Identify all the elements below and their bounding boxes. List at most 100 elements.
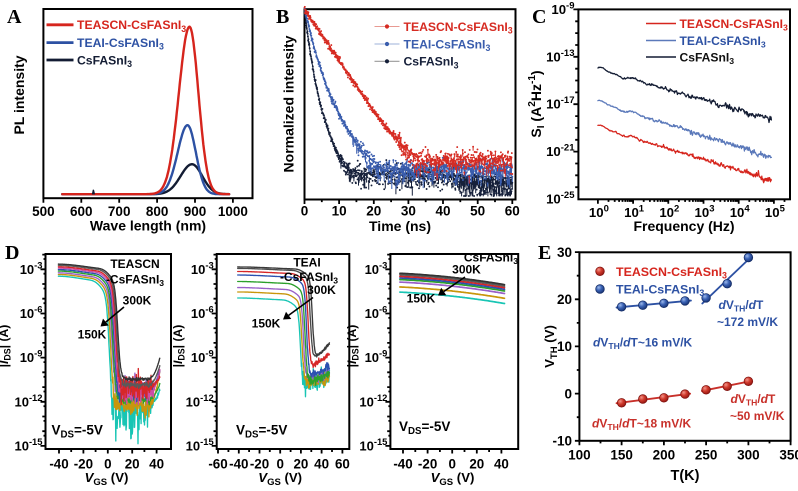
svg-text:CsFASnI3: CsFASnI3 — [77, 53, 132, 69]
svg-text:300K: 300K — [307, 283, 336, 297]
svg-text:800: 800 — [146, 204, 169, 219]
svg-text:300K: 300K — [452, 263, 481, 277]
svg-text:0: 0 — [104, 457, 111, 472]
svg-text:TEASCN-CsFASnI3: TEASCN-CsFASnI3 — [404, 20, 513, 36]
svg-text:0: 0 — [564, 386, 572, 401]
svg-text:CsFASnI3: CsFASnI3 — [680, 50, 735, 66]
svg-text:60: 60 — [335, 457, 350, 472]
svg-text:VDS=-5V: VDS=-5V — [399, 419, 450, 437]
svg-text:150K: 150K — [252, 317, 281, 331]
svg-text:-CsFASnI3: -CsFASnI3 — [280, 270, 338, 286]
svg-text:VGS (V): VGS (V) — [431, 470, 475, 486]
svg-text:T(K): T(K) — [671, 468, 700, 484]
svg-text:Wave length (nm): Wave length (nm) — [90, 218, 206, 234]
svg-text:10-9: 10-9 — [551, 0, 574, 17]
svg-text:10-6: 10-6 — [20, 304, 43, 321]
svg-text:-CsFASnI3: -CsFASnI3 — [106, 273, 164, 289]
svg-text:|IDS| (A): |IDS| (A) — [0, 325, 13, 368]
svg-text:10-9: 10-9 — [365, 348, 388, 365]
svg-text:|IDS| (A): |IDS| (A) — [171, 325, 187, 368]
svg-text:-40: -40 — [393, 457, 412, 472]
svg-text:10-15: 10-15 — [14, 436, 42, 453]
svg-text:TEASCN: TEASCN — [110, 257, 159, 271]
svg-text:10-9: 10-9 — [191, 348, 214, 365]
svg-text:10-3: 10-3 — [20, 259, 43, 276]
svg-text:-10: -10 — [552, 434, 572, 449]
svg-text:600: 600 — [70, 204, 93, 219]
svg-text:10-9: 10-9 — [20, 348, 43, 365]
svg-text:D: D — [5, 242, 19, 264]
svg-text:350: 350 — [779, 448, 798, 463]
svg-text:-20: -20 — [418, 457, 437, 472]
svg-text:|IDS| (A): |IDS| (A) — [345, 325, 361, 368]
svg-text:30: 30 — [557, 245, 572, 260]
svg-text:VDS=-5V: VDS=-5V — [52, 423, 103, 441]
svg-text:150: 150 — [610, 448, 633, 463]
svg-text:20: 20 — [469, 457, 484, 472]
svg-text:20: 20 — [366, 204, 381, 219]
svg-text:10-12: 10-12 — [359, 392, 387, 409]
svg-text:C: C — [532, 6, 546, 28]
svg-text:300: 300 — [737, 448, 760, 463]
svg-text:VGS (V): VGS (V) — [85, 470, 129, 486]
svg-text:30: 30 — [401, 204, 416, 219]
svg-text:40: 40 — [149, 457, 164, 472]
svg-text:dVTH/dT: dVTH/dT — [731, 392, 777, 408]
svg-text:10-15: 10-15 — [186, 436, 214, 453]
svg-text:-40: -40 — [229, 457, 248, 472]
svg-text:SI (A2Hz-1): SI (A2Hz-1) — [527, 70, 547, 137]
svg-text:dVTH/dT~18 mV/K: dVTH/dT~18 mV/K — [592, 417, 692, 433]
svg-text:dVTH/dT: dVTH/dT — [719, 298, 765, 314]
svg-text:VGS (V): VGS (V) — [258, 470, 302, 486]
svg-text:10-13: 10-13 — [546, 48, 574, 65]
svg-text:20: 20 — [293, 457, 308, 472]
svg-text:50: 50 — [470, 204, 485, 219]
svg-text:1000: 1000 — [218, 204, 248, 219]
svg-text:TEAI-CsFASnI3: TEAI-CsFASnI3 — [77, 36, 164, 52]
svg-text:150K: 150K — [407, 292, 436, 306]
svg-text:-60: -60 — [208, 457, 227, 472]
svg-text:dVTH/dT~16 mV/K: dVTH/dT~16 mV/K — [593, 336, 693, 352]
svg-text:103: 103 — [695, 203, 715, 220]
svg-text:900: 900 — [184, 204, 207, 219]
svg-text:TEASCN-CsFASnI3: TEASCN-CsFASnI3 — [680, 17, 788, 33]
svg-text:TEASCN-CsFASnI3: TEASCN-CsFASnI3 — [77, 18, 186, 34]
svg-text:40: 40 — [494, 457, 509, 472]
svg-text:104: 104 — [730, 203, 751, 220]
svg-text:TEAI-CsFASnI3: TEAI-CsFASnI3 — [616, 283, 704, 299]
svg-text:105: 105 — [765, 203, 786, 220]
svg-text:PL intensity: PL intensity — [11, 55, 27, 134]
svg-text:10-15: 10-15 — [359, 436, 387, 453]
svg-text:20: 20 — [125, 457, 140, 472]
svg-text:E: E — [538, 242, 551, 264]
svg-text:CsFASnI3: CsFASnI3 — [404, 55, 459, 71]
svg-text:700: 700 — [108, 204, 131, 219]
svg-text:-20: -20 — [74, 457, 93, 472]
svg-text:0: 0 — [301, 204, 309, 219]
svg-text:10-17: 10-17 — [546, 95, 574, 112]
svg-text:10-12: 10-12 — [186, 392, 214, 409]
svg-text:Frequency (Hz): Frequency (Hz) — [633, 218, 734, 234]
svg-text:0: 0 — [276, 457, 283, 472]
svg-text:-40: -40 — [49, 457, 68, 472]
svg-text:200: 200 — [653, 448, 676, 463]
svg-text:150K: 150K — [78, 328, 107, 342]
svg-text:100: 100 — [568, 448, 591, 463]
svg-text:500: 500 — [32, 204, 55, 219]
svg-text:10-6: 10-6 — [365, 304, 388, 321]
svg-text:102: 102 — [659, 203, 679, 220]
svg-text:Time (ns): Time (ns) — [369, 218, 431, 234]
svg-text:10-3: 10-3 — [191, 259, 214, 276]
svg-text:250: 250 — [695, 448, 718, 463]
svg-text:TEAI: TEAI — [293, 256, 320, 270]
svg-text:TEAI-CsFASnI3: TEAI-CsFASnI3 — [680, 34, 766, 50]
svg-text:20: 20 — [557, 292, 572, 307]
svg-text:40: 40 — [435, 204, 450, 219]
svg-text:CsFASnI3: CsFASnI3 — [464, 251, 518, 267]
svg-text:TEAI-CsFASnI3: TEAI-CsFASnI3 — [404, 37, 491, 53]
svg-text:10-3: 10-3 — [365, 259, 388, 276]
svg-text:10: 10 — [332, 204, 347, 219]
svg-text:A: A — [7, 6, 22, 28]
svg-text:VDS=-5V: VDS=-5V — [236, 423, 287, 441]
svg-text:101: 101 — [624, 203, 645, 220]
